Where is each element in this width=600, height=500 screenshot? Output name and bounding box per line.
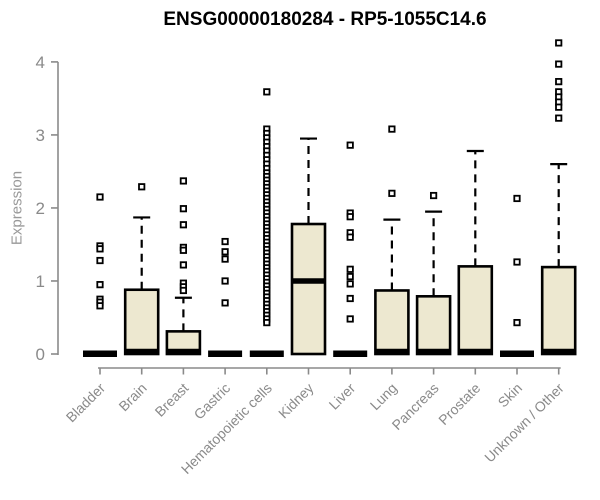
outlier-point [346, 213, 354, 221]
outlier-point [346, 294, 354, 303]
outlier-point [138, 183, 146, 191]
outlier-point [221, 237, 229, 246]
outlier-point [555, 103, 563, 111]
outlier-point [346, 233, 354, 241]
x-tick-label: Liver [326, 380, 359, 413]
outlier-point [221, 299, 229, 307]
outlier-point [555, 78, 563, 86]
outlier-point [179, 261, 187, 269]
outlier-point [263, 318, 271, 327]
outlier-point [221, 277, 229, 285]
outlier-point [263, 88, 271, 96]
outlier-point [96, 302, 104, 310]
y-tick-label: 4 [36, 53, 45, 72]
x-tick-label: Unknown / Other [481, 380, 567, 466]
flat-box [249, 350, 284, 357]
outlier-point [179, 286, 187, 295]
box [123, 288, 160, 356]
outlier-point [221, 248, 229, 256]
outlier-point [221, 255, 229, 263]
x-tick-label: Breast [152, 380, 192, 420]
box [540, 265, 577, 356]
y-tick-label: 3 [36, 126, 45, 145]
x-tick-label: Brain [115, 380, 149, 414]
y-tick-label: 2 [36, 199, 45, 218]
box [374, 289, 410, 356]
chart-title: ENSG00000180284 - RP5-1055C14.6 [163, 9, 487, 30]
outlier-point [96, 245, 104, 253]
flat-box [83, 350, 117, 357]
outlier-point [555, 39, 563, 47]
outlier-point [513, 258, 521, 266]
outlier-point [179, 221, 187, 229]
outlier-point [346, 280, 354, 288]
flat-box [500, 350, 534, 357]
y-tick-label: 0 [36, 345, 45, 364]
outlier-point [388, 189, 396, 197]
outlier-point [179, 246, 187, 254]
outlier-point [429, 191, 438, 200]
outlier-point [179, 177, 187, 185]
y-tick-label: 1 [36, 272, 45, 291]
outlier-point [96, 256, 104, 265]
outlier-point [96, 193, 104, 201]
outlier-point [346, 141, 354, 149]
x-tick-label: Bladder [63, 380, 109, 426]
box [415, 295, 452, 356]
outlier-point [513, 194, 521, 203]
x-tick-label: Skin [495, 380, 526, 411]
outlier-point [346, 272, 354, 281]
box [290, 222, 327, 356]
x-tick-label: Kidney [275, 380, 317, 422]
outlier-point [346, 315, 354, 323]
flat-box [333, 350, 368, 357]
outlier-point [513, 318, 521, 327]
x-tick-label: Prostate [435, 380, 483, 428]
outlier-point [96, 281, 104, 289]
outlier-point [346, 265, 354, 273]
box [457, 265, 494, 356]
outlier-point [388, 125, 396, 133]
outlier-point [555, 114, 563, 122]
flat-box [208, 350, 243, 357]
outlier-point [555, 60, 563, 68]
outlier-point [179, 205, 187, 213]
x-tick-label: Lung [367, 380, 400, 413]
